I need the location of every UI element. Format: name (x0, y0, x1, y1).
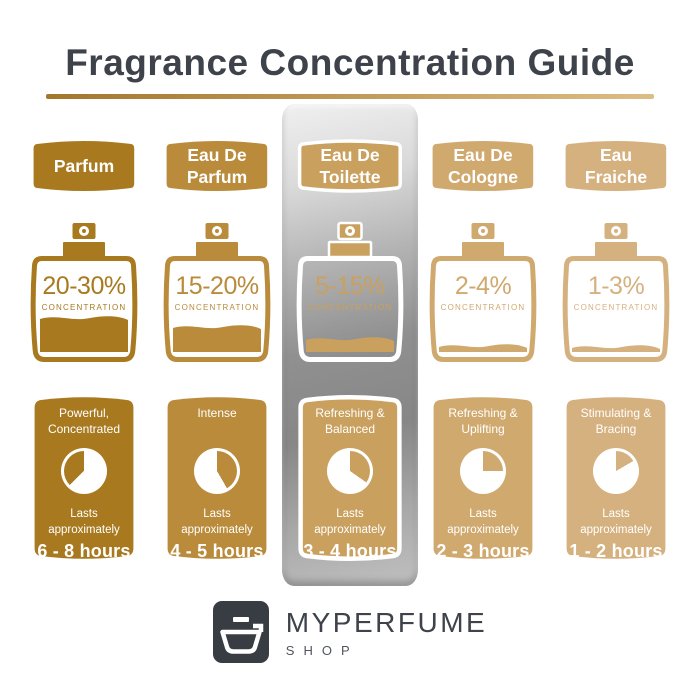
badge-shape (33, 141, 135, 191)
liquid-fill (439, 344, 527, 352)
badge-label: Eau De Toilette (319, 144, 381, 187)
type-badge: Eau De Parfum (163, 136, 271, 196)
type-badge: Eau De Toilette (296, 136, 404, 196)
brand-footer: MYPERFUME SHOP (0, 601, 700, 663)
duration-value: 2 - 3 hours (436, 541, 530, 562)
duration-value: 1 - 2 hours (569, 541, 663, 562)
column-eau-de-cologne: Eau De Cologne 2-4% CONCENTRATION Refresh… (425, 136, 541, 563)
details-card: Powerful, Concentrated Lasts approximately… (31, 393, 137, 563)
type-badge: Eau De Cologne (429, 136, 537, 196)
clock-icon (327, 448, 373, 494)
badge-shape (432, 141, 534, 191)
column-eau-de-toilette: Eau De Toilette 5-15% CONCENTRATION Refre… (282, 104, 418, 586)
fragrance-columns: Parfum 20-30% CONCENTRATION Powerful, Con… (26, 104, 674, 586)
perfume-bottle-icon: 20-30% CONCENTRATION (28, 222, 140, 364)
scent-character: Refreshing & Balanced (315, 406, 385, 436)
badge-label: Eau De Parfum (186, 144, 248, 187)
lasts-label: Lasts approximately (580, 508, 652, 536)
scent-character: Intense (197, 406, 237, 420)
type-badge: Parfum (30, 136, 138, 196)
column-eau-fraiche: Eau Fraiche 1-3% CONCENTRATION Stimulatin… (558, 136, 674, 563)
details-card: Stimulating & Bracing Lasts approximately … (563, 393, 669, 563)
type-badge: Eau Fraiche (562, 136, 670, 196)
perfume-bottle-icon: 1-3% CONCENTRATION (560, 222, 672, 364)
perfume-bottle-logo-icon (220, 617, 264, 654)
lasts-label: Lasts approximately (181, 508, 253, 536)
clock-icon (460, 448, 506, 494)
page-title: Fragrance Concentration Guide (65, 42, 635, 83)
details-card: Refreshing & Uplifting Lasts approximately… (430, 393, 536, 563)
perfume-bottle-icon: 2-4% CONCENTRATION (427, 222, 539, 364)
duration-value: 4 - 5 hours (170, 541, 264, 562)
scent-character: Powerful, Concentrated (47, 406, 121, 436)
concentration-text: 5-15% CONCENTRATION (307, 272, 393, 312)
concentration-text: 1-3% CONCENTRATION (573, 272, 659, 312)
clock-icon (593, 448, 639, 494)
clock-icon (194, 448, 240, 494)
title-underline (46, 94, 654, 99)
scent-character: Stimulating & Bracing (580, 406, 652, 436)
brand-logo (212, 601, 269, 663)
column-parfum: Parfum 20-30% CONCENTRATION Powerful, Con… (26, 136, 142, 563)
badge-label: Eau Fraiche (584, 144, 648, 187)
badge-shape (297, 139, 402, 193)
badge-shape (166, 141, 268, 191)
column-eau-de-parfum: Eau De Parfum 15-20% CONCENTRATION Intens… (159, 136, 275, 563)
concentration-text: 2-4% CONCENTRATION (440, 272, 526, 312)
liquid-fill (40, 316, 128, 352)
liquid-fill (306, 337, 394, 352)
liquid-fill (173, 325, 261, 352)
lasts-label: Lasts approximately (48, 508, 120, 536)
concentration-text: 20-30% CONCENTRATION (41, 272, 127, 312)
badge-label: Eau De Cologne (448, 144, 518, 187)
details-card: Intense Lasts approximately 4 - 5 hours (164, 393, 270, 563)
details-card: Refreshing & Balanced Lasts approximately … (297, 393, 403, 563)
duration-value: 6 - 8 hours (37, 541, 131, 562)
brand-sub: SHOP (285, 642, 359, 658)
liquid-fill (572, 345, 660, 352)
brand-name: MYPERFUME (285, 606, 488, 638)
perfume-bottle-icon: 5-15% CONCENTRATION (294, 221, 406, 364)
scent-character: Refreshing & Uplifting (448, 406, 518, 436)
clock-icon (61, 448, 107, 494)
lasts-label: Lasts approximately (447, 508, 519, 536)
duration-value: 3 - 4 hours (303, 541, 397, 562)
lasts-label: Lasts approximately (314, 508, 386, 536)
concentration-text: 15-20% CONCENTRATION (174, 272, 260, 312)
perfume-bottle-icon: 15-20% CONCENTRATION (161, 222, 273, 364)
badge-label: Parfum (53, 155, 115, 176)
badge-shape (565, 141, 667, 191)
